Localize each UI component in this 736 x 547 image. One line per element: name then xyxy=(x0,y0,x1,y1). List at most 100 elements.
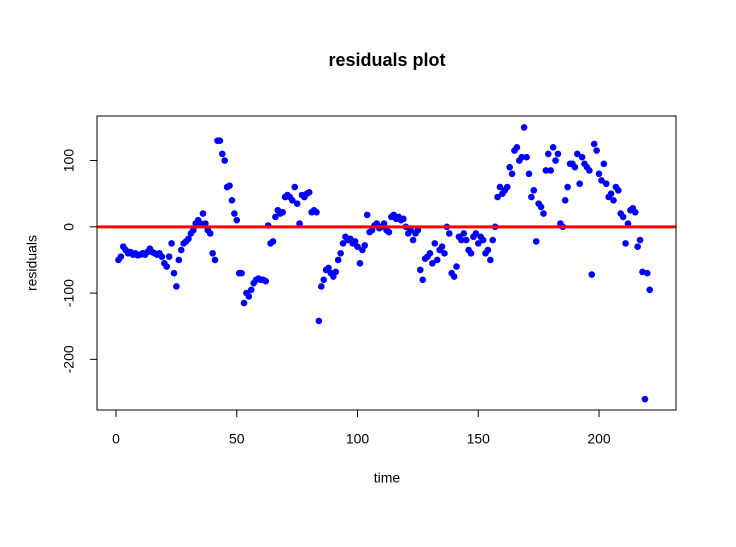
point xyxy=(496,183,504,191)
point xyxy=(409,236,417,244)
x-tick-label: 100 xyxy=(346,431,370,447)
point xyxy=(598,177,605,184)
x-tick-label: 200 xyxy=(587,431,611,447)
point xyxy=(279,208,286,216)
point xyxy=(487,256,494,264)
point xyxy=(272,213,279,221)
point xyxy=(542,167,550,174)
point xyxy=(238,269,245,277)
point xyxy=(185,235,192,243)
point xyxy=(549,143,557,151)
point xyxy=(351,238,359,245)
chart-title: residuals plot xyxy=(328,50,445,70)
y-tick-label: 0 xyxy=(61,223,77,231)
point xyxy=(233,216,241,224)
point xyxy=(240,299,248,307)
point xyxy=(190,226,197,234)
point xyxy=(578,153,586,161)
point xyxy=(484,246,492,254)
point xyxy=(494,193,501,201)
point xyxy=(636,236,644,244)
point xyxy=(547,167,555,174)
point xyxy=(165,253,173,260)
point xyxy=(453,263,460,270)
point xyxy=(554,150,562,158)
point xyxy=(520,124,528,131)
x-tick-label: 50 xyxy=(229,431,245,447)
point xyxy=(552,157,559,164)
point xyxy=(247,286,255,294)
point xyxy=(218,150,226,158)
point xyxy=(354,243,361,250)
point xyxy=(576,180,583,188)
point xyxy=(615,187,622,194)
point xyxy=(419,276,427,284)
point xyxy=(202,220,209,227)
y-axis-label: residuals xyxy=(24,235,40,291)
point xyxy=(305,189,313,196)
point xyxy=(356,259,364,267)
point xyxy=(441,250,448,257)
point xyxy=(508,170,516,178)
point xyxy=(339,240,347,247)
point xyxy=(417,266,424,274)
point xyxy=(532,238,540,245)
point xyxy=(197,220,204,227)
point xyxy=(634,243,641,250)
plot-frame xyxy=(96,115,677,411)
point xyxy=(445,230,453,237)
point xyxy=(163,263,171,270)
point xyxy=(450,273,458,280)
point xyxy=(544,150,552,158)
point xyxy=(641,395,649,403)
point xyxy=(431,240,439,247)
point xyxy=(269,238,277,245)
point xyxy=(199,210,207,217)
point xyxy=(385,228,393,236)
point xyxy=(571,163,579,171)
point xyxy=(513,143,521,151)
point xyxy=(588,271,596,278)
point xyxy=(573,150,581,158)
point xyxy=(168,240,175,247)
point xyxy=(262,277,270,285)
point xyxy=(429,259,436,267)
point xyxy=(528,193,535,201)
point xyxy=(158,253,166,260)
point xyxy=(619,213,627,221)
point xyxy=(320,276,328,284)
point xyxy=(537,203,545,211)
point xyxy=(325,264,332,272)
point xyxy=(175,256,183,264)
point xyxy=(332,268,340,276)
point xyxy=(177,246,185,254)
point xyxy=(216,137,224,144)
x-axis-label: time xyxy=(374,470,401,486)
point xyxy=(586,167,593,174)
point xyxy=(503,183,511,191)
x-tick-label: 150 xyxy=(467,431,491,447)
point xyxy=(293,200,301,207)
point xyxy=(518,153,526,161)
point xyxy=(631,208,639,216)
point xyxy=(489,236,497,244)
point xyxy=(595,170,603,178)
point xyxy=(525,170,533,178)
point xyxy=(334,256,342,264)
point xyxy=(289,197,296,204)
point xyxy=(209,250,216,257)
point xyxy=(460,230,468,237)
point xyxy=(646,286,654,294)
point xyxy=(400,215,407,223)
point xyxy=(458,236,465,244)
point xyxy=(363,211,371,219)
point xyxy=(211,256,219,264)
point xyxy=(590,140,598,148)
point xyxy=(291,183,299,191)
y-tick-label: -200 xyxy=(61,345,77,373)
point xyxy=(479,236,487,244)
point xyxy=(407,226,414,234)
point xyxy=(624,220,632,227)
